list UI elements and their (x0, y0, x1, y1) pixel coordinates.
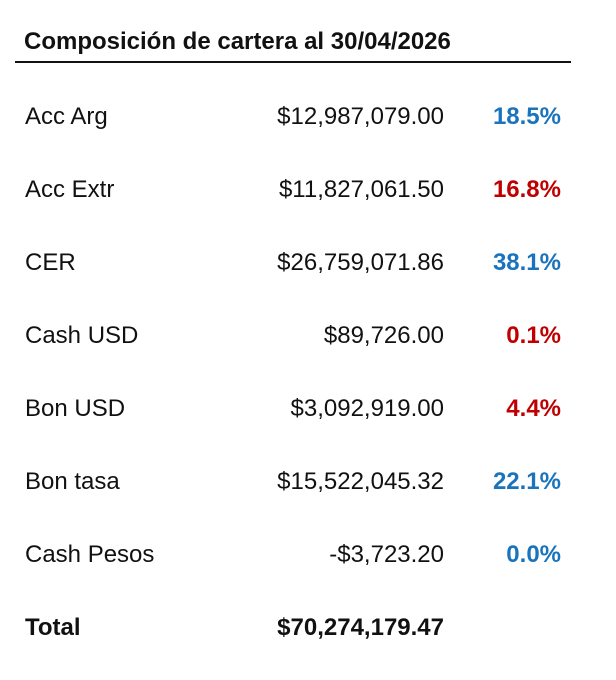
row-amount: $15,522,045.32 (277, 468, 444, 495)
row-label: Cash Pesos (25, 541, 155, 568)
row-percentage: 4.4% (506, 395, 561, 422)
row-percentage: 16.8% (492, 176, 561, 203)
row-percentage: 22.1% (492, 468, 561, 495)
table-row: Acc Extr $11,827,061.50 16.8% (0, 170, 616, 210)
row-label: Bon USD (25, 395, 126, 422)
row-amount: -$3,723.20 (329, 541, 444, 568)
row-amount: $89,726.00 (323, 322, 444, 349)
row-label: Acc Extr (25, 176, 115, 203)
row-label: Bon tasa (25, 468, 120, 495)
row-percentage: 0.0% (506, 541, 561, 568)
row-label: Acc Arg (25, 103, 108, 130)
table-row: Cash USD $89,726.00 0.1% (0, 316, 616, 356)
table-row: Bon tasa $15,522,045.32 22.1% (0, 462, 616, 502)
row-percentage: 38.1% (492, 249, 561, 276)
row-label: Cash USD (25, 322, 139, 349)
total-row: Total $70,274,179.47 (0, 608, 616, 648)
row-amount: $11,827,061.50 (278, 176, 444, 203)
row-percentage: 0.1% (506, 322, 561, 349)
row-amount: $3,092,919.00 (290, 395, 444, 422)
table-row: Acc Arg $12,987,079.00 18.5% (0, 97, 616, 137)
table-row: CER $26,759,071.86 38.1% (0, 243, 616, 283)
total-label: Total (25, 614, 81, 641)
row-amount: $12,987,079.00 (277, 103, 444, 130)
page-title: Composición de cartera al 30/04/2026 (24, 28, 451, 55)
total-amount: $70,274,179.47 (277, 614, 444, 641)
row-label: CER (25, 249, 76, 276)
row-percentage: 18.5% (492, 103, 561, 130)
table-row: Cash Pesos -$3,723.20 0.0% (0, 535, 616, 575)
table-row: Bon USD $3,092,919.00 4.4% (0, 389, 616, 429)
title-divider (15, 61, 571, 63)
row-amount: $26,759,071.86 (277, 249, 444, 276)
